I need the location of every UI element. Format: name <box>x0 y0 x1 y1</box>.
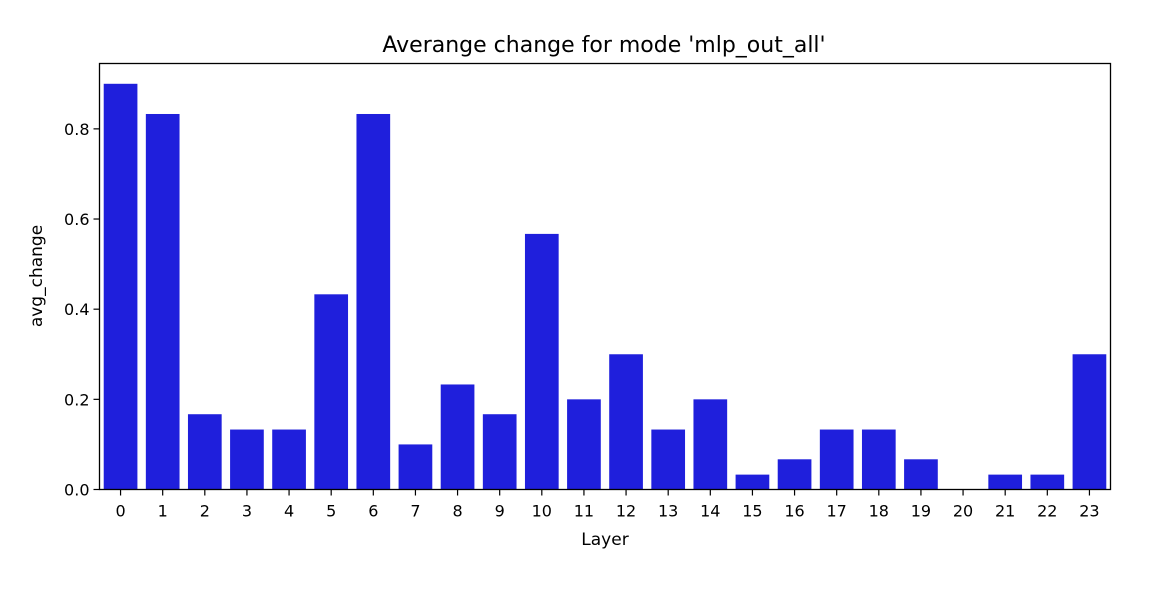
bar-layer-22 <box>1030 474 1065 490</box>
bar-layer-12 <box>609 354 643 490</box>
bar-layer-2 <box>187 414 222 490</box>
bar-layer-21 <box>988 474 1023 490</box>
bar-layer-8 <box>440 384 475 490</box>
bar-layer-6 <box>356 113 391 490</box>
bar-layer-16 <box>777 459 812 490</box>
x-tick-label: 21 <box>995 502 1015 521</box>
x-tick-label: 13 <box>658 502 678 521</box>
x-tick-label: 1 <box>158 502 168 521</box>
x-tick-label: 19 <box>911 502 931 521</box>
bar-layer-9 <box>482 414 517 490</box>
y-tick-label: 0.2 <box>64 390 89 409</box>
x-tick-label: 3 <box>242 502 252 521</box>
bar-layer-10 <box>524 233 559 490</box>
y-axis-label: avg_change <box>27 225 47 327</box>
x-tick-label: 16 <box>784 502 804 521</box>
bar-layer-11 <box>567 399 601 490</box>
x-tick-label: 18 <box>869 502 889 521</box>
y-axis: 0.0 0.2 0.4 0.6 0.8 <box>64 120 100 500</box>
bars-layer <box>103 83 1107 490</box>
bar-layer-15 <box>735 474 770 490</box>
bar-layer-7 <box>398 444 433 490</box>
bar-layer-14 <box>693 399 728 490</box>
bar-layer-3 <box>230 429 264 490</box>
y-tick-label: 0.4 <box>64 300 89 319</box>
x-tick-label: 14 <box>700 502 720 521</box>
y-tick-label: 0.8 <box>64 120 89 139</box>
x-tick-label: 10 <box>532 502 552 521</box>
bar-layer-23 <box>1072 354 1107 490</box>
x-tick-label: 4 <box>284 502 294 521</box>
x-tick-label: 11 <box>574 502 594 521</box>
bar-layer-17 <box>819 429 854 490</box>
y-tick-label: 0.0 <box>64 481 89 500</box>
bar-layer-0 <box>103 83 138 490</box>
x-tick-label: 22 <box>1037 502 1057 521</box>
x-tick-label: 2 <box>200 502 210 521</box>
x-axis: 0 1 2 3 4 5 6 7 8 9 10 11 12 13 14 15 16 17 18 19 20 21 22 23 <box>115 489 1100 521</box>
chart-title: Averange change for mode 'mlp_out_all' <box>382 33 825 58</box>
x-tick-label: 8 <box>452 502 462 521</box>
bar-layer-18 <box>861 429 896 490</box>
x-tick-label: 17 <box>827 502 847 521</box>
bar-layer-5 <box>314 294 349 490</box>
bar-layer-13 <box>651 429 686 490</box>
x-tick-label: 9 <box>495 502 505 521</box>
bar-layer-4 <box>272 429 306 490</box>
bar-layer-19 <box>904 459 938 490</box>
x-tick-label: 20 <box>953 502 973 521</box>
x-tick-label: 23 <box>1079 502 1099 521</box>
x-tick-label: 6 <box>368 502 378 521</box>
x-tick-label: 15 <box>742 502 762 521</box>
x-tick-label: 12 <box>616 502 636 521</box>
x-axis-label: Layer <box>581 530 628 550</box>
x-tick-label: 5 <box>326 502 336 521</box>
plot-frame <box>98 62 1112 491</box>
bar-layer-1 <box>145 113 180 490</box>
x-tick-label: 0 <box>115 502 125 521</box>
x-tick-label: 7 <box>410 502 420 521</box>
y-tick-label: 0.6 <box>64 210 89 229</box>
